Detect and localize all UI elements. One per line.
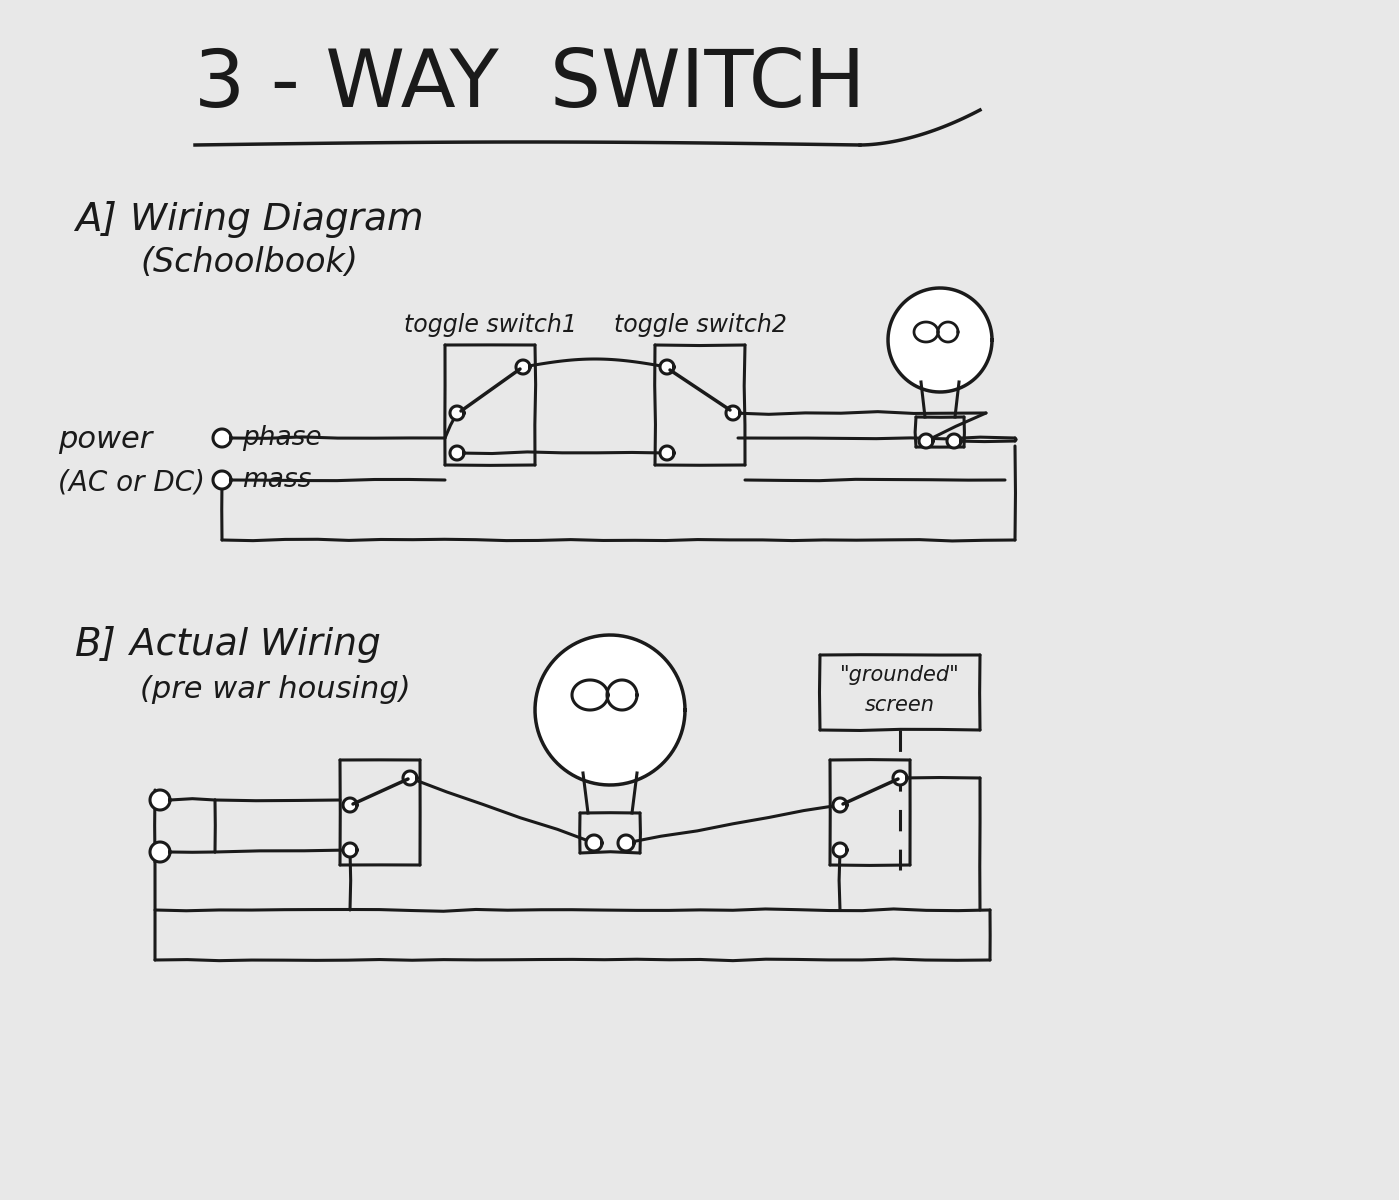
- Text: phase: phase: [242, 425, 322, 451]
- Polygon shape: [343, 844, 357, 857]
- Text: (Schoolbook): (Schoolbook): [140, 246, 358, 278]
- Text: Wiring Diagram: Wiring Diagram: [130, 202, 424, 238]
- Polygon shape: [516, 360, 530, 374]
- Text: toggle switch2: toggle switch2: [614, 313, 786, 337]
- Polygon shape: [450, 446, 464, 460]
- Polygon shape: [947, 434, 961, 448]
- Text: 3 - WAY  SWITCH: 3 - WAY SWITCH: [194, 46, 866, 124]
- Polygon shape: [534, 635, 686, 785]
- Polygon shape: [832, 844, 846, 857]
- Polygon shape: [726, 406, 740, 420]
- Text: "grounded": "grounded": [841, 665, 960, 685]
- Polygon shape: [586, 835, 602, 851]
- Polygon shape: [888, 288, 992, 392]
- Polygon shape: [893, 772, 907, 785]
- Polygon shape: [919, 434, 933, 448]
- Text: B]: B]: [76, 626, 116, 664]
- Polygon shape: [660, 446, 674, 460]
- Text: mass: mass: [242, 467, 312, 493]
- Polygon shape: [660, 360, 674, 374]
- Text: Actual Wiring: Actual Wiring: [130, 626, 381, 662]
- Polygon shape: [213, 472, 231, 488]
- Text: (pre war housing): (pre war housing): [140, 676, 411, 704]
- Polygon shape: [618, 835, 634, 851]
- Text: (AC or DC): (AC or DC): [57, 468, 206, 496]
- Polygon shape: [450, 406, 464, 420]
- Text: screen: screen: [865, 695, 935, 715]
- Text: toggle switch1: toggle switch1: [403, 313, 576, 337]
- Polygon shape: [213, 430, 231, 446]
- Text: A]: A]: [76, 200, 116, 239]
- Polygon shape: [403, 772, 417, 785]
- Text: power: power: [57, 426, 152, 455]
- Polygon shape: [150, 842, 171, 862]
- Polygon shape: [832, 798, 846, 812]
- Polygon shape: [343, 798, 357, 812]
- Polygon shape: [150, 790, 171, 810]
